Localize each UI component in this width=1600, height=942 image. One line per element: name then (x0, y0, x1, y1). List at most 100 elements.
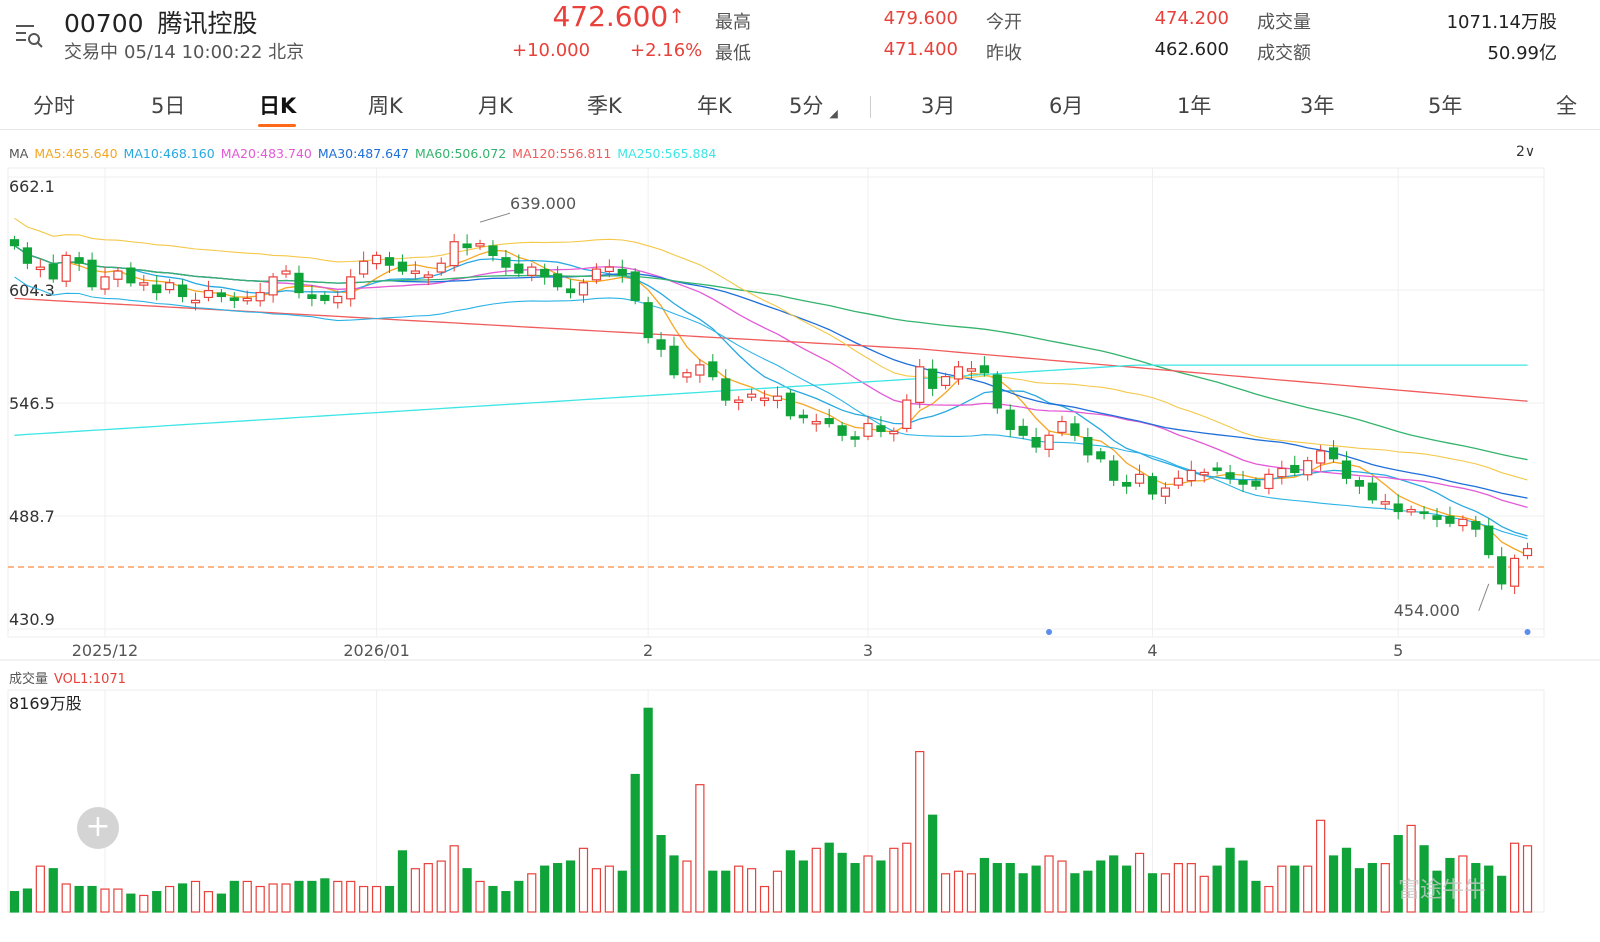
volume-bar (1316, 819, 1326, 913)
last-price: 472.600↑ (520, 0, 685, 33)
add-indicator-button[interactable]: + (77, 807, 119, 849)
candle-body (772, 395, 783, 402)
tab-5min[interactable]: 5分 ◢ (789, 90, 838, 120)
candle-body (255, 291, 265, 302)
status-text: 交易中 (64, 42, 118, 63)
candle-body (1238, 480, 1248, 485)
x-tick-label: 5 (1393, 641, 1403, 660)
change-value: +10.000 (512, 40, 591, 61)
volume-bar (889, 847, 899, 913)
volume-bar (475, 880, 485, 913)
volume-bar (9, 891, 20, 913)
tab-weekly-k[interactable]: 周K (368, 94, 403, 118)
change-percent: +2.16% (630, 40, 703, 61)
ma120-line (14, 297, 1528, 402)
y-tick-label: 488.7 (9, 507, 55, 526)
tab-intraday[interactable]: 分时 (33, 94, 75, 118)
indicator-toggle[interactable]: 2∨ (1516, 144, 1536, 160)
candle-body (268, 276, 278, 296)
volume-bar (488, 885, 498, 913)
candle-body (553, 273, 563, 288)
price-annotation: 639.000 (510, 194, 576, 213)
volume-bar (100, 888, 110, 913)
candle-body (1522, 548, 1533, 557)
candle-body (682, 372, 692, 378)
tab-daily-k[interactable]: 日K (259, 94, 297, 118)
tab-all[interactable]: 全 (1556, 94, 1577, 118)
price-value: 472.600 (552, 0, 669, 33)
volume-bar (384, 885, 395, 913)
volume-bar (979, 857, 989, 913)
candle-body (1445, 515, 1455, 524)
volume-bar (177, 883, 188, 913)
volume-bar (850, 863, 860, 913)
ma250-legend: MA250:565.884 (617, 146, 717, 161)
candle-body (410, 270, 420, 274)
candle-body (359, 260, 369, 275)
candle-body (540, 268, 550, 278)
volume-bar (1018, 873, 1028, 913)
volume-bar (268, 883, 278, 913)
volume-bar (1173, 863, 1183, 913)
candle-body (695, 364, 705, 376)
menu-search-icon[interactable] (14, 20, 44, 50)
candle-body (1186, 469, 1196, 482)
candle-body (423, 274, 433, 278)
volume-bar (1471, 863, 1481, 913)
volume-bar (695, 784, 705, 913)
x-tick-label: 2026/01 (343, 641, 409, 660)
volume-bar (255, 885, 265, 913)
volume-bar (837, 852, 847, 913)
candle-body (1484, 525, 1494, 556)
ma-legend-prefix: MA (9, 146, 29, 161)
volume-bar (630, 773, 640, 913)
volume-max-label: 8169万股 (9, 694, 82, 713)
volume-bar (48, 868, 58, 913)
candle-body (604, 266, 614, 273)
candle-body (1393, 503, 1403, 513)
candle-body (1057, 420, 1067, 433)
stock-name: 腾讯控股 (157, 9, 258, 38)
volume-value: 1071.14万股 (1446, 12, 1557, 33)
candle-body (1199, 471, 1209, 476)
volume-bar (216, 893, 226, 913)
tab-quarterly-k[interactable]: 季K (587, 94, 622, 118)
volume-bar (371, 885, 382, 913)
volume-bar (423, 863, 433, 913)
volume-bar (320, 878, 330, 913)
candle-body (992, 374, 1002, 409)
tab-monthly-k[interactable]: 月K (478, 94, 513, 118)
candle-body (165, 282, 175, 291)
candle-body (915, 366, 925, 404)
candle-body (1212, 467, 1222, 472)
stock-code: 00700 (64, 9, 144, 38)
volume-bar (1109, 855, 1119, 913)
tab-5day[interactable]: 5日 (151, 94, 186, 118)
tab-yearly-k[interactable]: 年K (697, 94, 732, 118)
candle-body (488, 245, 498, 256)
volume-bar (1264, 885, 1274, 913)
high-label: 最高 (715, 12, 751, 33)
volume-bar (22, 888, 33, 913)
volume-bar (863, 855, 873, 913)
volume-bar (1147, 873, 1158, 913)
x-tick-label: 3 (863, 641, 873, 660)
candle-body (1070, 423, 1080, 436)
tab-6month[interactable]: 6月 (1049, 94, 1084, 118)
volume-bar (759, 885, 770, 913)
volume-bar (1160, 873, 1171, 913)
tab-5year[interactable]: 5年 (1428, 94, 1463, 118)
volume-bar (61, 883, 71, 913)
volume-bar (410, 868, 420, 913)
period-tabs: 分时 5日 日K 周K 月K 季K 年K 5分 ◢ 3月 6月 1年 3年 5年 … (0, 82, 1600, 130)
tab-1year[interactable]: 1年 (1177, 94, 1212, 118)
volume-bar (876, 860, 886, 913)
tab-3month[interactable]: 3月 (921, 94, 956, 118)
candle-body (1096, 451, 1106, 460)
volume-bar (578, 847, 589, 913)
tab-3year[interactable]: 3年 (1300, 94, 1335, 118)
candle-body (578, 282, 589, 296)
volume-bar (1419, 845, 1429, 913)
volume-bar (643, 707, 653, 913)
